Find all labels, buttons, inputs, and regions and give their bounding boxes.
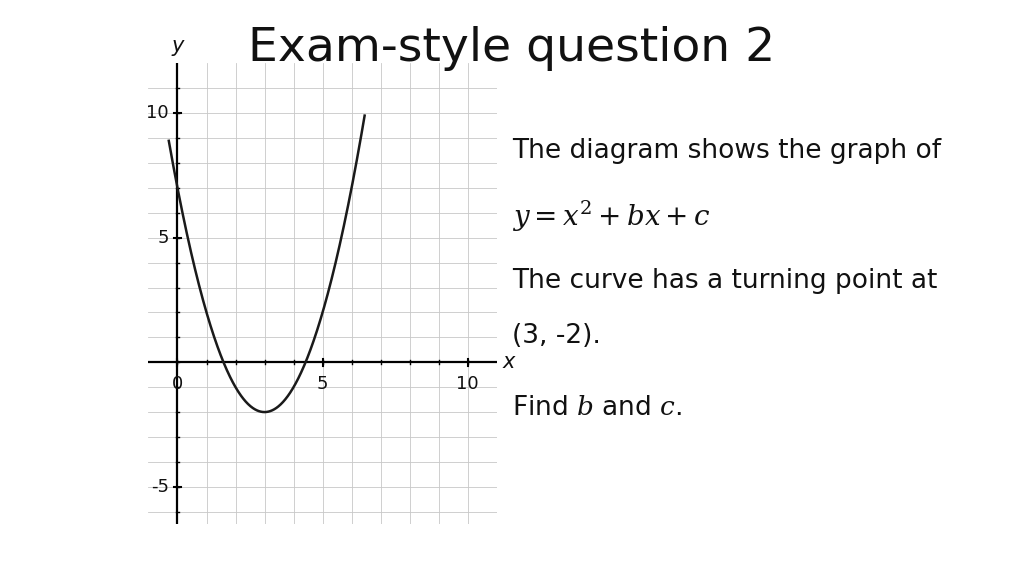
Text: 0: 0 (172, 375, 183, 393)
Text: 5: 5 (316, 375, 329, 393)
Text: x: x (503, 353, 515, 372)
Text: y: y (171, 36, 183, 56)
Text: $y = x^2 + \mathit{b}x + \mathit{c}$: $y = x^2 + \mathit{b}x + \mathit{c}$ (512, 199, 711, 234)
Text: The curve has a turning point at: The curve has a turning point at (512, 268, 937, 294)
Text: 10: 10 (457, 375, 479, 393)
Text: 10: 10 (146, 104, 169, 122)
Text: Exam-style question 2: Exam-style question 2 (249, 26, 775, 71)
Text: The diagram shows the graph of: The diagram shows the graph of (512, 138, 941, 164)
Text: 5: 5 (158, 229, 169, 247)
Text: (3, -2).: (3, -2). (512, 323, 601, 348)
Text: Find $\mathit{b}$ and $\mathit{c}$.: Find $\mathit{b}$ and $\mathit{c}$. (512, 395, 682, 420)
Text: -5: -5 (151, 478, 169, 496)
